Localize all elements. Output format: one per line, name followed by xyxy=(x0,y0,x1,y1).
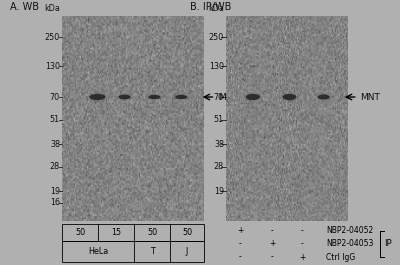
Text: 70: 70 xyxy=(50,92,60,101)
Text: B. IP/WB: B. IP/WB xyxy=(190,2,231,12)
Text: -: - xyxy=(301,239,303,248)
Ellipse shape xyxy=(174,94,189,100)
Text: kDa: kDa xyxy=(44,4,60,13)
Ellipse shape xyxy=(117,93,132,101)
Text: 50: 50 xyxy=(182,228,192,237)
Text: Ctrl IgG: Ctrl IgG xyxy=(326,253,355,262)
Text: 130: 130 xyxy=(209,62,224,71)
Text: 51: 51 xyxy=(214,115,224,124)
Text: 38: 38 xyxy=(50,140,60,149)
Ellipse shape xyxy=(316,93,332,101)
Text: -: - xyxy=(239,239,241,248)
Ellipse shape xyxy=(244,92,262,102)
Text: 19: 19 xyxy=(214,187,224,196)
Ellipse shape xyxy=(89,94,106,100)
Text: kDa: kDa xyxy=(208,4,224,13)
Ellipse shape xyxy=(248,65,257,67)
Text: +: + xyxy=(299,253,305,262)
Text: NBP2-04053: NBP2-04053 xyxy=(326,239,373,248)
Text: 50: 50 xyxy=(75,228,85,237)
Text: NBP2-04052: NBP2-04052 xyxy=(326,226,373,235)
Ellipse shape xyxy=(246,94,260,100)
Ellipse shape xyxy=(118,95,130,99)
Text: -: - xyxy=(271,226,273,235)
Text: +: + xyxy=(237,226,243,235)
Text: J: J xyxy=(186,247,188,256)
Text: -: - xyxy=(301,226,303,235)
Text: 50: 50 xyxy=(147,228,157,237)
Text: 130: 130 xyxy=(45,62,60,71)
Ellipse shape xyxy=(175,95,187,99)
Text: 70: 70 xyxy=(214,92,224,101)
Text: MNT: MNT xyxy=(360,92,380,101)
Text: 16: 16 xyxy=(50,198,60,207)
Text: 28: 28 xyxy=(50,162,60,171)
Text: 28: 28 xyxy=(214,162,224,171)
Text: 250: 250 xyxy=(45,33,60,42)
Text: IP: IP xyxy=(384,239,392,248)
Text: HeLa: HeLa xyxy=(88,247,108,256)
Text: MNT: MNT xyxy=(218,92,238,101)
Text: 51: 51 xyxy=(50,115,60,124)
Text: 19: 19 xyxy=(50,187,60,196)
Ellipse shape xyxy=(318,95,330,100)
Ellipse shape xyxy=(146,94,162,100)
Text: 38: 38 xyxy=(214,140,224,149)
Ellipse shape xyxy=(148,95,160,99)
Text: 15: 15 xyxy=(111,228,121,237)
Ellipse shape xyxy=(282,94,296,100)
Ellipse shape xyxy=(280,92,298,102)
Text: A. WB: A. WB xyxy=(10,2,39,12)
Ellipse shape xyxy=(87,92,108,102)
Text: 250: 250 xyxy=(209,33,224,42)
Text: -: - xyxy=(271,253,273,262)
Text: T: T xyxy=(150,247,154,256)
Text: -: - xyxy=(239,253,241,262)
Text: +: + xyxy=(269,239,275,248)
